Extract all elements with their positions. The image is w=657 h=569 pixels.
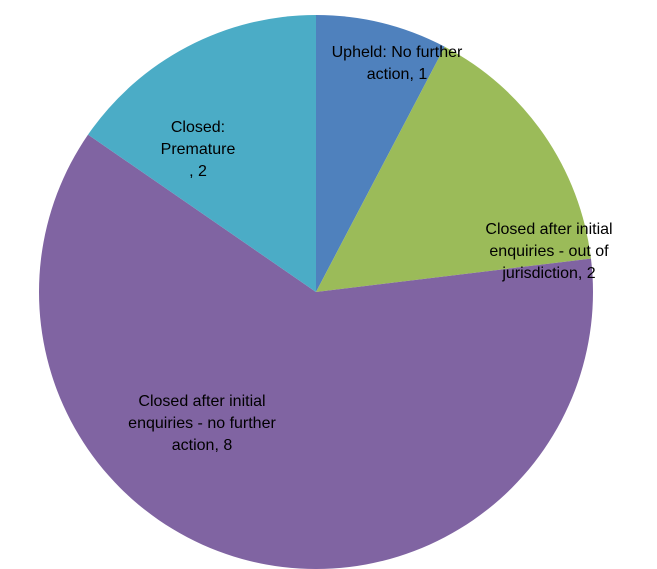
data-label-line: action, 1 [367, 66, 428, 83]
data-label-line: Upheld: No further [332, 44, 463, 61]
data-label-line: jurisdiction, 2 [501, 265, 595, 282]
data-label-line: enquiries - out of [489, 243, 609, 260]
pie-slice [316, 46, 591, 292]
data-label: Closed after initial enquiries - no furth… [128, 393, 276, 454]
data-label-line: Premature [161, 141, 236, 158]
data-label-line: action, 8 [172, 437, 233, 454]
data-label-line: Closed after initial [485, 221, 612, 238]
data-label: Upheld: No further action, 1 [332, 44, 463, 83]
data-label-line: Closed: [171, 119, 225, 136]
data-label: Closed after initial enquiries - out of ju… [485, 221, 612, 282]
data-label-line: , 2 [189, 163, 207, 180]
pie-slice [316, 15, 445, 292]
data-label-line: enquiries - no further [128, 415, 276, 432]
data-label-line: Closed after initial [138, 393, 265, 410]
data-label: Closed: Premature , 2 [161, 119, 236, 180]
pie-slice [88, 14, 316, 292]
pie-slice [39, 134, 593, 569]
